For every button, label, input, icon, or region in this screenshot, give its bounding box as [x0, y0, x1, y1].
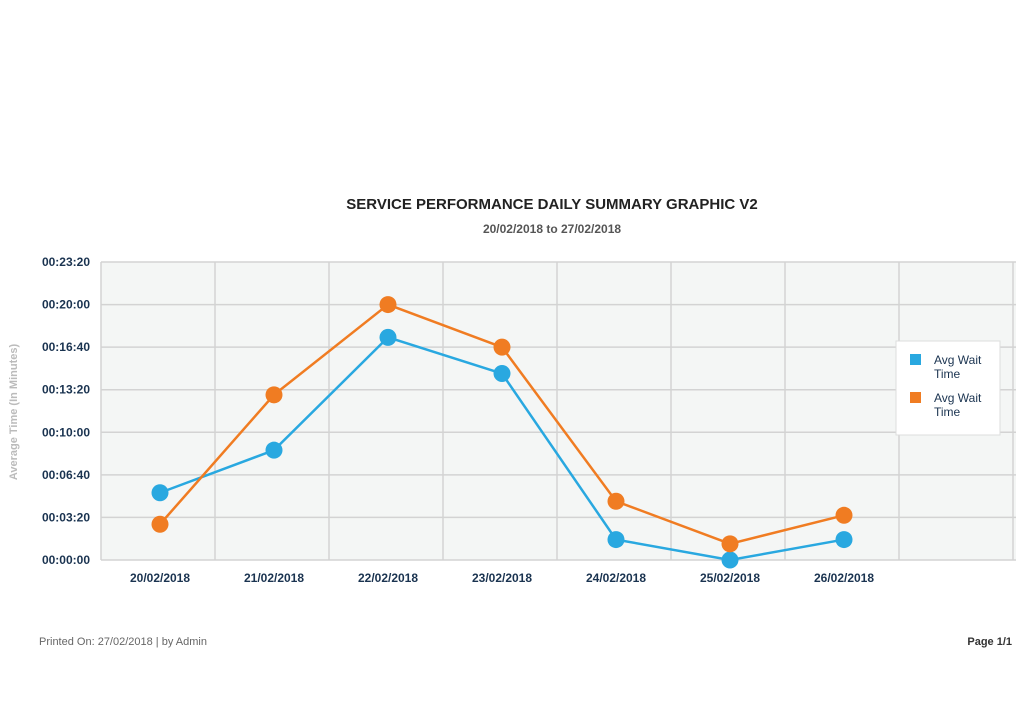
data-point [151, 484, 169, 502]
data-point [607, 531, 625, 549]
data-point [151, 515, 169, 533]
x-tick-label: 22/02/2018 [358, 571, 418, 585]
series-1 [151, 328, 853, 569]
data-point [835, 531, 853, 549]
x-tick-label: 21/02/2018 [244, 571, 304, 585]
y-tick-label: 00:20:00 [42, 298, 90, 312]
x-tick-label: 24/02/2018 [586, 571, 646, 585]
x-tick-label: 25/02/2018 [700, 571, 760, 585]
y-tick-label: 00:23:20 [42, 255, 90, 269]
legend-swatch [910, 354, 921, 365]
data-point [721, 551, 739, 569]
data-point [379, 296, 397, 314]
x-tick-label: 20/02/2018 [130, 571, 190, 585]
data-point [721, 535, 739, 553]
legend: Avg Wait Time Avg Wait Time [895, 340, 1001, 436]
y-tick-label: 00:13:20 [42, 383, 90, 397]
data-point [265, 386, 283, 404]
chart-title: SERVICE PERFORMANCE DAILY SUMMARY GRAPHI… [346, 196, 757, 213]
legend-label: Avg Wait Time [934, 391, 982, 419]
data-point [835, 506, 853, 524]
data-point [379, 328, 397, 346]
y-tick-label: 00:16:40 [42, 340, 90, 354]
legend-label: Avg Wait Time [934, 353, 982, 381]
data-point [265, 441, 283, 459]
printed-info: Printed On: 27/02/2018 | by Admin [39, 636, 207, 648]
y-tick-label: 00:10:00 [42, 425, 90, 439]
series-group [151, 296, 853, 569]
x-tick-label: 23/02/2018 [472, 571, 532, 585]
y-axis-label: Average Time (In Minutes) [8, 344, 20, 481]
x-axis-ticks: 20/02/2018 21/02/2018 22/02/2018 23/02/2018… [130, 571, 874, 585]
data-point [493, 338, 511, 356]
y-tick-label: 00:03:20 [42, 510, 90, 524]
y-axis-ticks: 00:00:00 00:03:20 00:06:40 00:10:00 00:13:20… [42, 255, 90, 567]
legend-swatch [910, 392, 921, 403]
x-tick-label: 26/02/2018 [814, 571, 874, 585]
plot-area [101, 262, 1016, 560]
chart-subtitle: 20/02/2018 to 27/02/2018 [483, 222, 621, 236]
page-number: Page 1/1 [967, 636, 1012, 648]
grid-lines [100, 261, 1016, 561]
data-point [493, 365, 511, 383]
y-tick-label: 00:00:00 [42, 553, 90, 567]
series-2 [151, 296, 853, 553]
y-tick-label: 00:06:40 [42, 468, 90, 482]
data-point [607, 492, 625, 510]
